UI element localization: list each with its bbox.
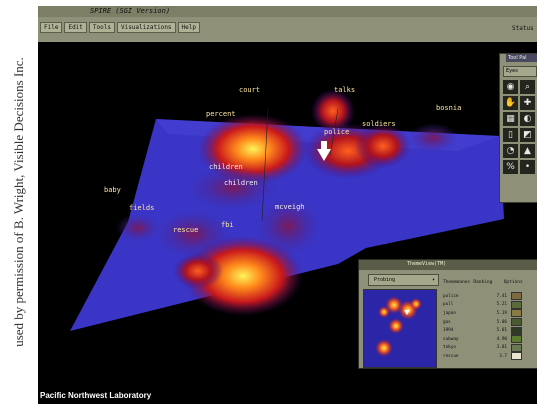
tool-palette-title: Tool Pal	[506, 54, 537, 62]
label-percent[interactable]: percent	[206, 110, 236, 118]
row-term: tokyo	[443, 345, 456, 351]
results-list: police 7.41 pull 5.21 japan 5.19 gas 5.06 19…	[443, 292, 535, 361]
row-swatch[interactable]	[511, 292, 522, 301]
row-swatch[interactable]	[511, 352, 522, 361]
subwindow-title: ThemeView(TM)	[407, 261, 447, 267]
percent-icon[interactable]: %	[503, 160, 518, 174]
status-label: Status	[512, 25, 534, 32]
box-icon[interactable]: ▯	[503, 128, 518, 142]
tool-palette: Tool Pal Eyes ◉ ⌕ ✋ ✚ ▦ ◐ ▯ ◩ ◔ ▲ % •	[499, 53, 537, 203]
pin-icon[interactable]: •	[520, 160, 535, 174]
tool-palette-dropdown[interactable]: Eyes	[503, 66, 537, 77]
row-rank: 7.41	[496, 293, 507, 299]
probing-dropdown[interactable]: Probing ▾	[368, 274, 439, 286]
piechart-icon[interactable]: ◔	[503, 144, 518, 158]
subwindow-titlebar: ThemeView(TM)	[359, 260, 537, 270]
table-row[interactable]: pull 5.21	[443, 300, 535, 310]
screen: SPIRE (SGI Version) File Edit Tools Visu…	[38, 6, 537, 404]
scale-icon[interactable]: ▦	[503, 112, 518, 126]
menu-edit[interactable]: Edit	[64, 22, 87, 33]
row-rank: 5.01	[496, 328, 507, 334]
status-panel: Status	[498, 17, 537, 42]
row-rank: 4.90	[496, 336, 507, 342]
row-rank: 3.81	[496, 345, 507, 351]
row-rank: 5.06	[496, 319, 507, 325]
menu-file[interactable]: File	[40, 22, 63, 33]
row-swatch[interactable]	[511, 335, 522, 344]
menu-help[interactable]: Help	[177, 22, 200, 33]
footer-lab-name: Pacific Northwest Laboratory	[40, 391, 152, 400]
table-row[interactable]: japan 5.19	[443, 309, 535, 318]
label-fbi[interactable]: fbi	[221, 221, 234, 229]
hand-icon[interactable]: ✋	[503, 96, 518, 110]
row-term: pull	[443, 302, 454, 308]
row-term: police	[443, 293, 459, 299]
label-baby[interactable]: baby	[104, 186, 121, 194]
probing-dropdown-label: Probing	[374, 277, 396, 283]
eye-icon[interactable]: ◉	[503, 80, 518, 94]
table-row[interactable]: 1994 5.01	[443, 326, 535, 335]
row-swatch[interactable]	[511, 309, 522, 318]
label-mcveigh[interactable]: mcveigh	[275, 203, 305, 211]
circles-icon[interactable]: ◐	[520, 112, 535, 126]
row-term: japan	[443, 310, 456, 316]
table-row[interactable]: tokyo 3.81	[443, 343, 535, 353]
zoom-icon[interactable]: ⌕	[520, 80, 535, 94]
table-row[interactable]: police 7.41	[443, 292, 535, 301]
landscape-thumbnail[interactable]	[363, 289, 437, 368]
label-rescue[interactable]: rescue	[173, 226, 199, 234]
label-soldiers[interactable]: soldiers	[362, 120, 396, 128]
label-talks[interactable]: talks	[334, 86, 356, 94]
label-children-2[interactable]: children	[224, 179, 258, 187]
results-header: Thememanes Ranking Options	[443, 280, 535, 285]
row-rank: 5.21	[496, 302, 507, 308]
credit-caption: used by permission of B. Wright, Visible…	[0, 0, 38, 404]
window-title: SPIRE (SGI Version)	[90, 7, 171, 15]
menu-tools[interactable]: Tools	[88, 22, 115, 33]
label-bosnia[interactable]: bosnia	[436, 104, 462, 112]
plus-icon[interactable]: ✚	[520, 96, 535, 110]
col-options: Options	[503, 280, 523, 285]
row-swatch[interactable]	[511, 318, 522, 327]
menu-bar: File Edit Tools Visualizations Help	[38, 17, 498, 42]
table-row[interactable]: gas 5.06	[443, 318, 535, 327]
menu-visualizations[interactable]: Visualizations	[116, 22, 176, 33]
label-court[interactable]: court	[239, 86, 261, 94]
row-rank: 5.19	[496, 310, 507, 316]
row-swatch[interactable]	[511, 326, 522, 335]
row-swatch[interactable]	[511, 343, 522, 352]
table-row[interactable]: rescue 3.7	[443, 352, 535, 361]
label-police[interactable]: police	[324, 128, 350, 136]
label-children-1[interactable]: children	[209, 163, 243, 171]
credit-text: used by permission of B. Wright, Visible…	[11, 57, 26, 347]
row-term: subway	[443, 336, 459, 342]
chevron-down-icon: ▾	[431, 277, 435, 283]
col-ranking: Ranking	[473, 280, 493, 285]
row-term: gas	[443, 319, 451, 325]
filter-icon[interactable]: ▲	[520, 144, 535, 158]
themeview-subwindow: ThemeView(TM) Probing ▾ Thememanes Rankin…	[358, 259, 537, 369]
label-fields[interactable]: fields	[129, 204, 155, 212]
table-row[interactable]: subway 4.90	[443, 335, 535, 344]
cube-icon[interactable]: ◩	[520, 128, 535, 142]
row-term: 1994	[443, 328, 454, 334]
row-rank: 3.7	[499, 353, 507, 359]
col-thememanes: Thememanes	[443, 280, 471, 285]
row-term: rescue	[443, 353, 459, 359]
themeview-landscape[interactable]	[38, 6, 537, 404]
probe-arrow-icon[interactable]	[317, 141, 331, 161]
row-swatch[interactable]	[511, 300, 522, 309]
window-titlebar: SPIRE (SGI Version)	[38, 6, 537, 17]
